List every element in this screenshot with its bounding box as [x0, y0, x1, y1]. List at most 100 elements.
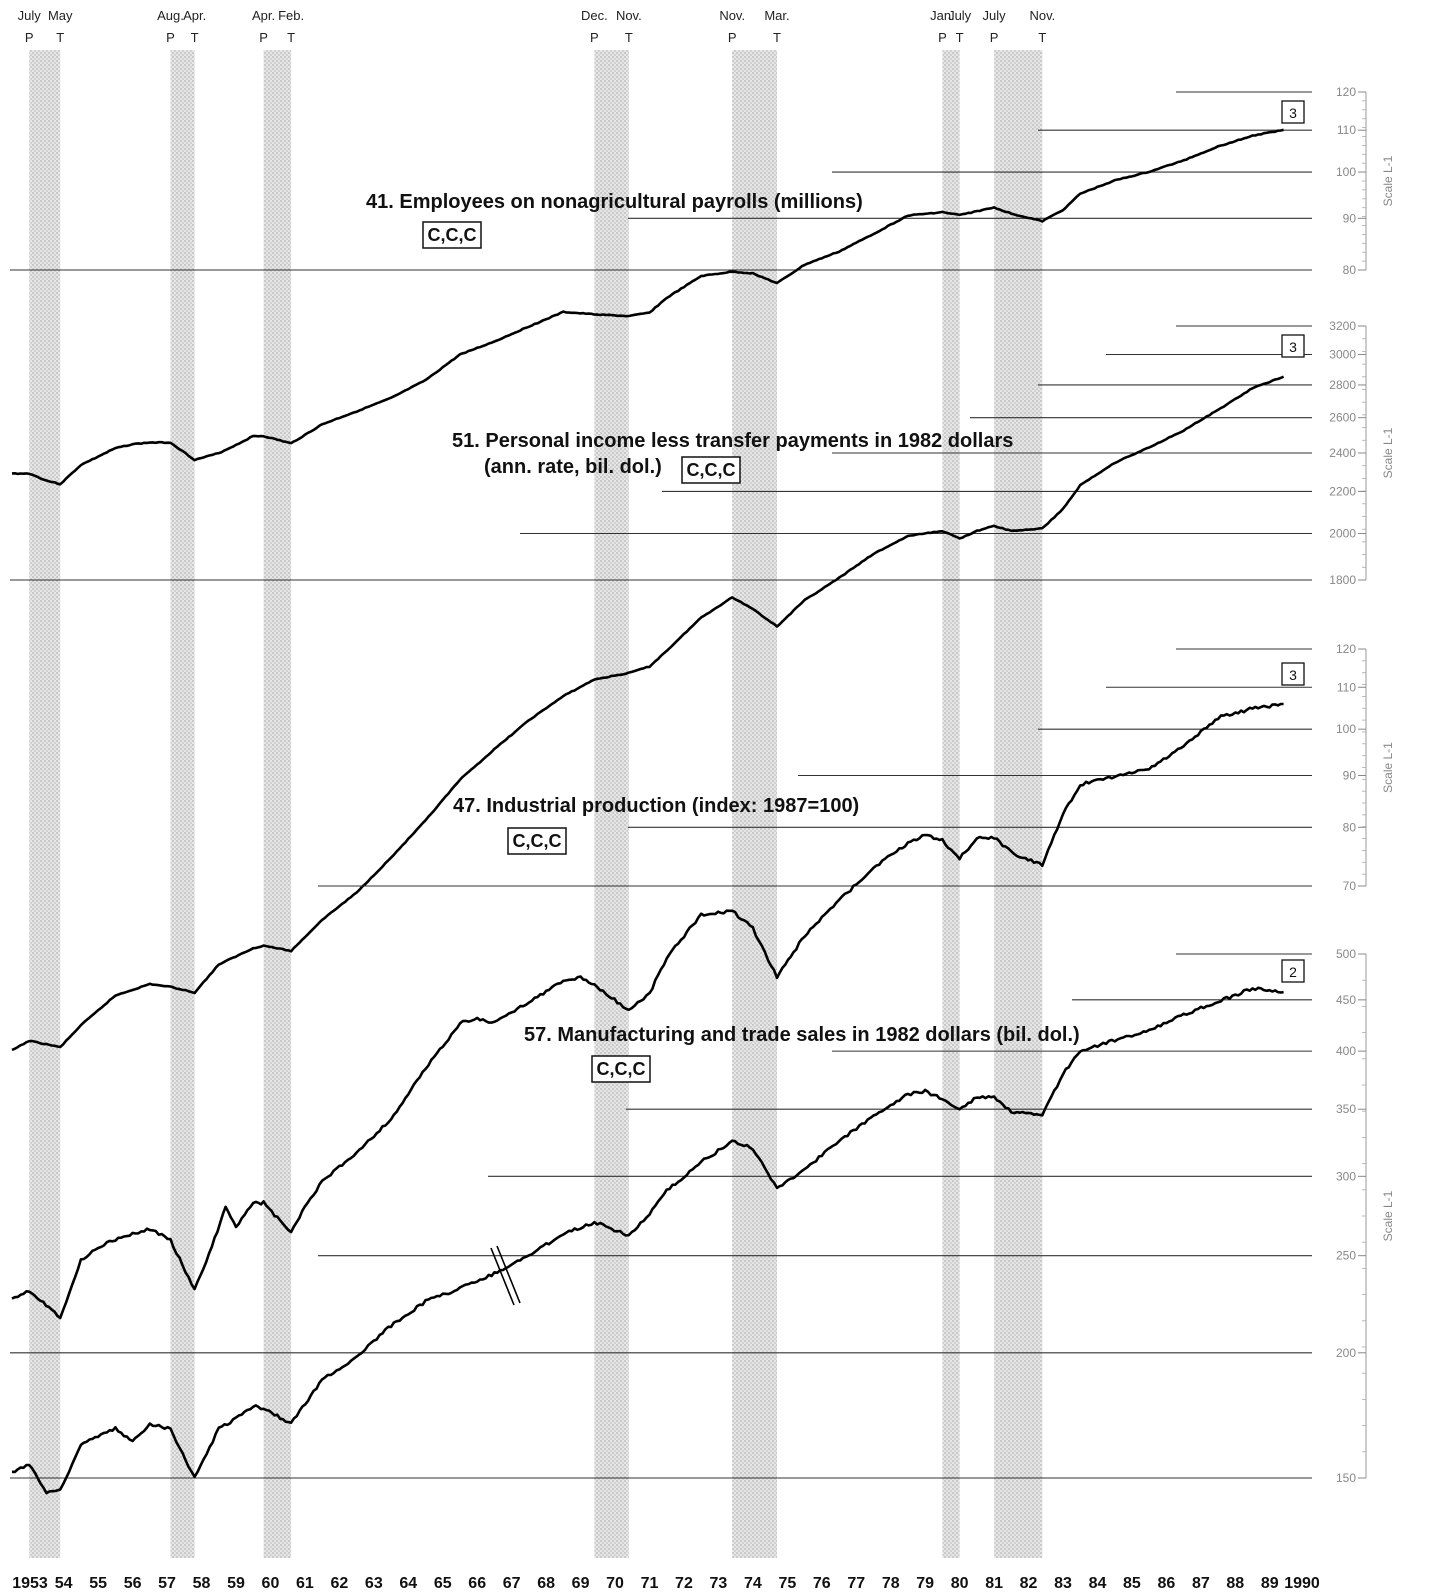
timing-badge: C,C,C [687, 460, 736, 480]
y-tick-label: 500 [1336, 947, 1356, 961]
x-tick-label: 77 [847, 1575, 865, 1592]
recession-peak-month: July [983, 8, 1007, 23]
x-tick-label: 1953 [12, 1575, 48, 1592]
y-tick-label: 3200 [1329, 319, 1356, 333]
recession-trough-code: T [1038, 30, 1046, 45]
x-tick-label: 58 [193, 1575, 211, 1592]
x-tick-label: 75 [778, 1575, 796, 1592]
y-tick-label: 2400 [1329, 446, 1356, 460]
series-line [11, 375, 1285, 1052]
series-title: 41. Employees on nonagricultural payroll… [366, 191, 863, 213]
timing-badge-box [507, 827, 567, 855]
y-tick-label: 2000 [1329, 526, 1356, 540]
recession-peak-code: P [166, 30, 175, 45]
scale-label: Scale L-1 [1381, 427, 1395, 478]
x-tick-label: 89 [1261, 1575, 1279, 1592]
recession-band [170, 50, 195, 1558]
y-tick-label: 70 [1343, 879, 1357, 893]
series-break-marker [490, 1245, 521, 1306]
break-mark-line [490, 1247, 515, 1306]
recession-band [263, 50, 292, 1558]
timing-badge: C,C,C [597, 1059, 646, 1079]
timing-badge-box [591, 1055, 651, 1083]
x-tick-label: 86 [1157, 1575, 1175, 1592]
box-number: 3 [1289, 339, 1297, 355]
y-tick-label: 80 [1343, 820, 1357, 834]
x-tick-label: 66 [468, 1575, 486, 1592]
x-tick-label: 64 [399, 1575, 417, 1592]
x-tick-label: 56 [124, 1575, 142, 1592]
box-number-frame [1281, 100, 1305, 124]
x-tick-label: 82 [1020, 1575, 1038, 1592]
x-tick-label: 59 [227, 1575, 245, 1592]
x-tick-label: 1990 [1284, 1575, 1320, 1592]
x-axis-group: 1953 54 55 56 57 58 59 60 61 62 63 64 65 66 67 68 69 70 71… [12, 1575, 1320, 1592]
y-tick-label: 250 [1336, 1249, 1356, 1263]
y-tick-label: 120 [1336, 85, 1356, 99]
box-number: 3 [1289, 667, 1297, 683]
x-tick-label: 70 [606, 1575, 624, 1592]
recession-trough-month: Mar. [764, 8, 789, 23]
x-tick-label: 55 [89, 1575, 107, 1592]
box-number: 2 [1289, 964, 1297, 980]
recession-band [942, 50, 960, 1558]
x-tick-label: 88 [1226, 1575, 1244, 1592]
x-tick-label: 69 [572, 1575, 590, 1592]
x-tick-label: 71 [641, 1575, 659, 1592]
series-title: 47. Industrial production (index: 1987=1… [453, 795, 859, 817]
panels-group: 120 110 100 90 80 Scale L-1 41. Employees on n… [10, 85, 1395, 1495]
recession-trough-month: July [948, 8, 972, 23]
recession-trough-code: T [191, 30, 199, 45]
recession-trough-code: T [773, 30, 781, 45]
recession-shading-group [29, 50, 1043, 1558]
recession-trough-code: T [956, 30, 964, 45]
y-tick-label: 2800 [1329, 378, 1356, 392]
panel-3: 120 110 100 90 80 70 Scale L-1 47. Industrial p… [11, 642, 1395, 1320]
x-tick-label: 73 [710, 1575, 728, 1592]
timing-badge-box [422, 221, 482, 249]
x-tick-label: 61 [296, 1575, 314, 1592]
y-tick-label: 2600 [1329, 411, 1356, 425]
y-tick-label: 450 [1336, 993, 1356, 1007]
panel-2: 3200 3000 2800 2600 2400 2200 2000 1800 Scale L-… [10, 319, 1395, 1052]
recession-peak-month: Apr. [252, 8, 275, 23]
recession-band [594, 50, 629, 1558]
y-tick-label: 80 [1343, 263, 1357, 277]
recession-trough-month: Feb. [278, 8, 304, 23]
recession-band [29, 50, 61, 1558]
x-tick-label: 60 [262, 1575, 280, 1592]
y-tick-label: 110 [1337, 123, 1356, 137]
recession-peak-code: P [25, 30, 34, 45]
x-tick-label: 78 [882, 1575, 900, 1592]
recession-peak-code: P [728, 30, 737, 45]
x-tick-label: 80 [951, 1575, 969, 1592]
x-tick-label: 57 [158, 1575, 176, 1592]
x-tick-label: 67 [503, 1575, 521, 1592]
scale-label: Scale L-1 [1381, 742, 1395, 793]
x-tick-label: 62 [330, 1575, 348, 1592]
scale-label: Scale L-1 [1381, 1190, 1395, 1241]
recession-trough-month: Nov. [616, 8, 642, 23]
recession-trough-month: Nov. [1029, 8, 1055, 23]
x-tick-label: 85 [1123, 1575, 1141, 1592]
y-tick-label: 1800 [1329, 573, 1356, 587]
recession-band [732, 50, 777, 1558]
y-tick-label: 400 [1336, 1044, 1356, 1058]
x-tick-label: 54 [55, 1575, 73, 1592]
x-tick-label: 68 [537, 1575, 555, 1592]
x-tick-label: 76 [813, 1575, 831, 1592]
y-tick-label: 2200 [1329, 484, 1356, 498]
y-tick-label: 100 [1336, 722, 1356, 736]
recession-peak-month: Nov. [719, 8, 745, 23]
y-tick-label: 3000 [1329, 347, 1356, 361]
box-number-frame [1281, 662, 1305, 686]
scale-label: Scale L-1 [1381, 155, 1395, 206]
recession-band [994, 50, 1043, 1558]
recession-trough-code: T [625, 30, 633, 45]
recession-peak-code: P [938, 30, 947, 45]
y-tick-label: 120 [1336, 642, 1356, 656]
recession-peak-month: Jan. [930, 8, 955, 23]
x-tick-label: 65 [434, 1575, 452, 1592]
recession-peak-code: P [990, 30, 999, 45]
